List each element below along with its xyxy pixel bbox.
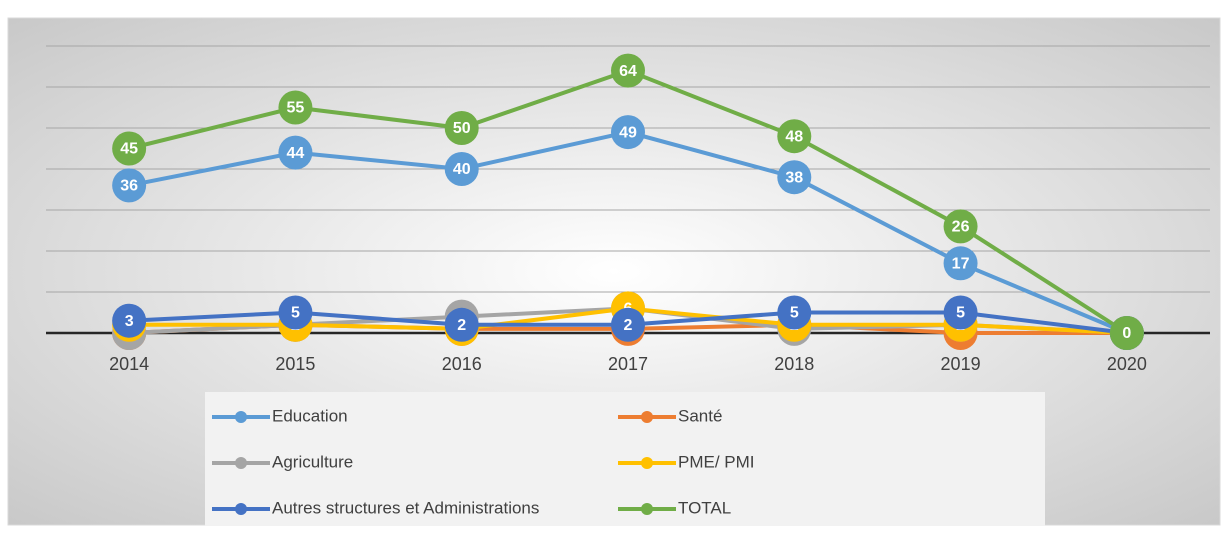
data-label: 3 [125,313,134,330]
data-point [943,209,978,244]
data-label: 44 [287,145,305,162]
data-point [444,307,479,342]
data-point [777,119,812,154]
data-label: 40 [453,161,471,178]
legend-marker [235,411,247,423]
x-tick-label: 2020 [1107,354,1147,374]
legend-label: Education [272,406,348,425]
data-point [943,246,978,281]
data-label: 55 [287,100,305,117]
x-tick-label: 2019 [941,354,981,374]
data-label: 5 [956,305,965,322]
data-point [611,53,645,88]
data-point [278,295,313,330]
x-tick-label: 2017 [608,354,648,374]
legend-label: Santé [678,406,722,425]
data-label: 2 [457,317,466,334]
legend-marker [641,457,653,469]
data-label: 50 [453,120,471,137]
x-tick-label: 2016 [442,354,482,374]
data-label: 64 [619,63,637,80]
legend-label: Autres structures et Administrations [272,498,539,517]
data-label: 2 [624,317,633,334]
data-point [611,307,645,342]
legend-label: PME/ PMI [678,452,755,471]
data-label: 5 [291,305,300,322]
data-label: 17 [952,256,970,273]
data-label: 48 [785,128,803,145]
data-point [112,168,147,203]
legend-marker [641,411,653,423]
data-point [777,295,812,330]
legend-label: Agriculture [272,452,353,471]
data-label: 45 [120,141,138,158]
x-tick-label: 2015 [275,354,315,374]
data-point [444,152,479,186]
legend-box [205,392,1045,526]
data-label: 49 [619,124,637,141]
data-point [1109,316,1144,350]
legend-marker [235,457,247,469]
legend-marker [235,503,247,515]
data-label: 38 [785,169,803,186]
data-label: 5 [790,305,799,322]
data-label: 26 [952,219,970,236]
data-point [777,160,812,195]
data-point [444,111,479,145]
data-point [278,90,313,125]
data-label: 36 [120,178,138,195]
legend-marker [641,503,653,515]
data-point [112,303,147,338]
legend-label: TOTAL [678,498,731,517]
data-point [112,131,147,166]
data-point [611,115,645,150]
data-label: 0 [1122,325,1131,342]
data-point [278,135,313,170]
data-point [943,295,978,330]
x-tick-label: 2014 [109,354,149,374]
x-tick-label: 2018 [774,354,814,374]
